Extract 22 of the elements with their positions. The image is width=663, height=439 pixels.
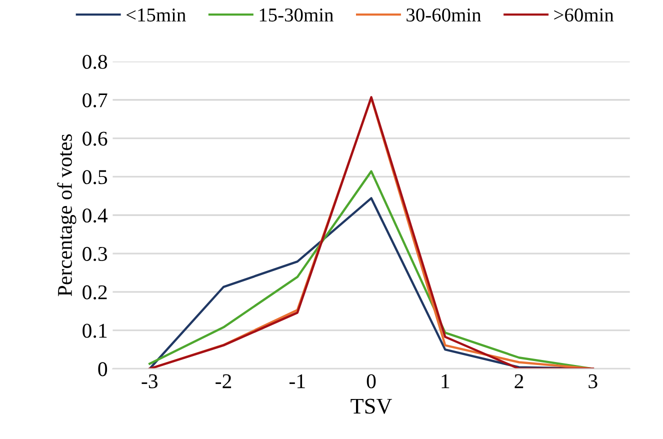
y-tick-label: 0.2	[82, 285, 107, 300]
y-axis-title: Percentage of votes	[57, 134, 76, 296]
legend-label: <15min	[126, 8, 186, 22]
x-axis-title: TSV	[350, 398, 392, 414]
x-tick-label: -1	[290, 374, 305, 388]
x-tick-label: 0	[366, 374, 376, 388]
y-tick-label: 0.3	[82, 246, 108, 262]
legend-label: 15-30min	[260, 8, 334, 22]
y-tick-label: 0.7	[82, 93, 108, 108]
legend-label: 30-60min	[406, 8, 482, 22]
x-tick-label: 1	[442, 374, 450, 388]
y-tick-label: 0.6	[82, 132, 108, 146]
x-tick-label: -2	[216, 374, 232, 388]
y-tick-label: 0	[98, 362, 108, 376]
y-tick-label: 0.4	[82, 208, 108, 223]
legend-label: >60min	[554, 8, 614, 22]
y-tick-label: 0.5	[82, 170, 108, 184]
y-tick-label: 0.8	[82, 54, 108, 69]
y-tick-label: 0.1	[82, 324, 107, 338]
x-tick-label: 2	[514, 374, 524, 388]
x-tick-label: 3	[588, 374, 598, 388]
x-tick-label: -3	[142, 374, 158, 388]
